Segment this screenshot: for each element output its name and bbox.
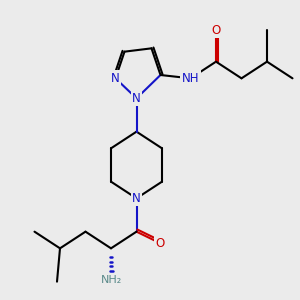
Text: N: N bbox=[132, 92, 141, 105]
Text: NH₂: NH₂ bbox=[100, 275, 122, 285]
Text: NH: NH bbox=[182, 72, 199, 85]
Text: O: O bbox=[212, 23, 220, 37]
Text: N: N bbox=[132, 192, 141, 205]
Text: N: N bbox=[111, 72, 120, 85]
Text: O: O bbox=[156, 237, 165, 250]
